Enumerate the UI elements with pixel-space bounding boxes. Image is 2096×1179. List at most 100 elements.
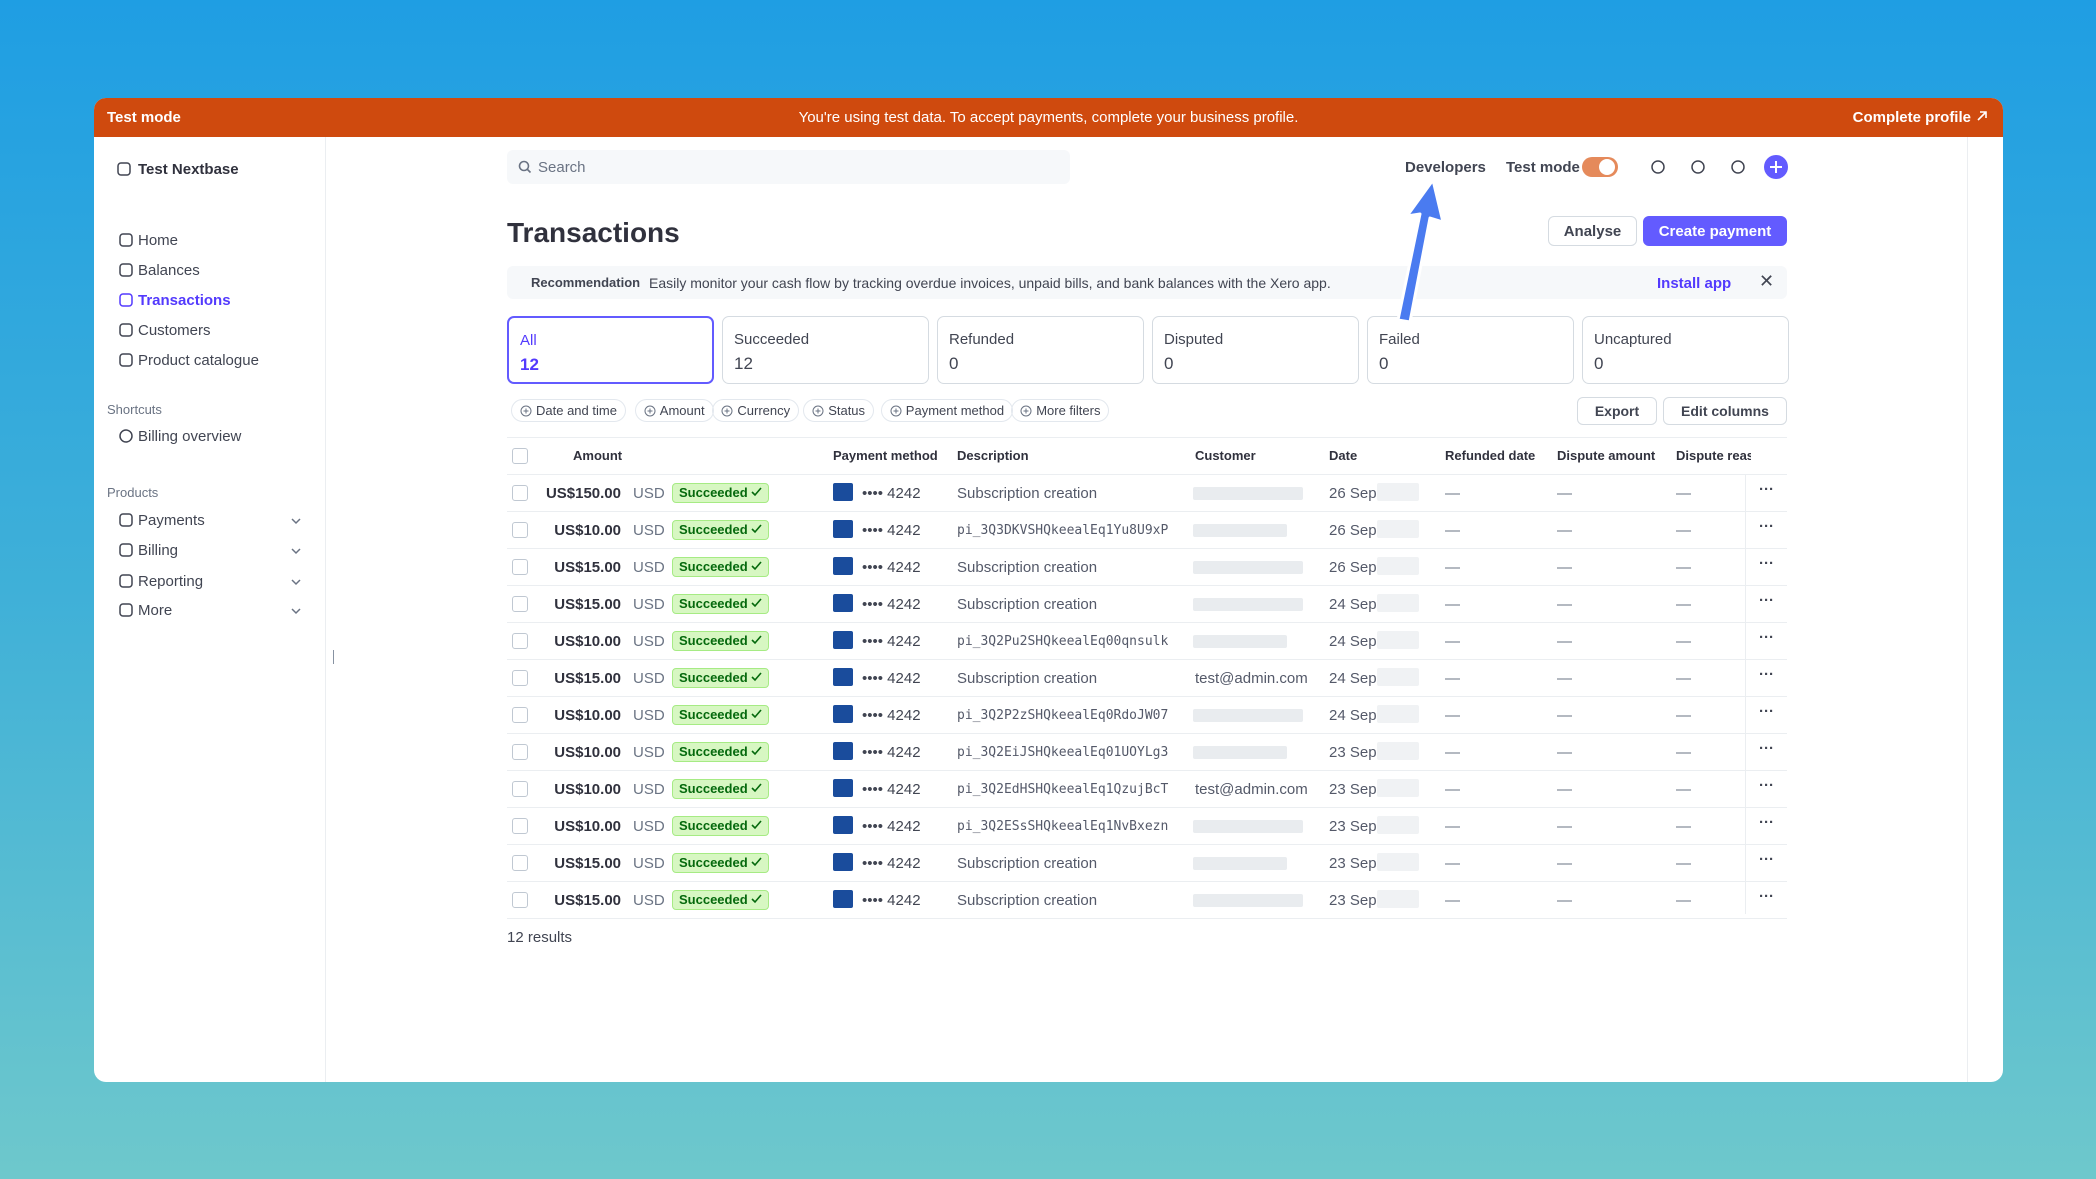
create-payment-button[interactable]: Create payment [1643, 216, 1787, 246]
filter-chip[interactable]: Status [803, 399, 875, 422]
product-item[interactable]: Reporting [138, 573, 204, 590]
plus-circle [721, 405, 733, 416]
status-tab[interactable]: Disputed 0 [1152, 316, 1359, 384]
row-menu[interactable]: ··· [1759, 740, 1774, 757]
row-menu[interactable]: ··· [1759, 851, 1774, 868]
analyse-button[interactable]: Analyse [1548, 216, 1637, 246]
product-item[interactable]: More [138, 602, 173, 619]
checkbox[interactable] [512, 633, 528, 649]
checkbox[interactable] [512, 522, 528, 538]
column-header[interactable]: Dispute amount [1557, 448, 1656, 463]
column-header[interactable]: Date [1329, 448, 1358, 463]
customer-redacted [1193, 524, 1287, 537]
close-icon[interactable]: ✕ [1759, 271, 1775, 291]
filter-chip[interactable]: Date and time [511, 399, 626, 422]
refunded-date: — [1445, 670, 1460, 687]
status-badge: Succeeded [672, 890, 770, 910]
product-item[interactable]: Payments [138, 512, 205, 529]
edit-columns-button[interactable]: Edit columns [1663, 397, 1787, 425]
checkbox[interactable] [512, 818, 528, 834]
nav-item[interactable]: Customers [138, 322, 211, 339]
nav-item[interactable]: Home [138, 232, 179, 249]
search-placeholder: Search [538, 159, 586, 176]
row-menu[interactable]: ··· [1759, 777, 1774, 794]
column-header[interactable]: Refunded date [1445, 448, 1536, 463]
checkbox[interactable] [512, 892, 528, 908]
account-name[interactable]: Test Nextbase [138, 161, 239, 178]
customer-redacted [1193, 635, 1287, 648]
install-app-link[interactable]: Install app [1657, 275, 1732, 292]
nav-item[interactable]: Transactions [138, 292, 231, 309]
complete-profile[interactable]: Complete profile [1852, 109, 1971, 126]
export-button[interactable]: Export [1577, 397, 1657, 425]
nav-item[interactable]: Balances [138, 262, 200, 279]
check-icon [751, 524, 762, 534]
filter-chip[interactable]: Currency [712, 399, 800, 422]
amount: US$10.00 [554, 744, 621, 761]
row-menu[interactable]: ··· [1759, 703, 1774, 720]
row-menu[interactable]: ··· [1759, 592, 1774, 609]
card-number: •••• 4242 [862, 781, 921, 798]
currency: USD [633, 670, 665, 687]
column-header[interactable]: Dispute reas [1676, 448, 1751, 463]
status-tab[interactable]: Uncaptured 0 [1582, 316, 1789, 384]
column-header[interactable]: Description [957, 448, 1029, 463]
checkbox[interactable] [512, 670, 528, 686]
icon [119, 233, 133, 247]
dispute-amount: — [1557, 892, 1572, 909]
checkbox[interactable] [512, 855, 528, 871]
dispute-amount: — [1557, 781, 1572, 798]
row-menu[interactable]: ··· [1759, 888, 1774, 905]
status-tab[interactable]: Succeeded 12 [722, 316, 929, 384]
row-border [507, 844, 1787, 845]
amount: US$10.00 [554, 707, 621, 724]
status-tab[interactable]: Failed 0 [1367, 316, 1574, 384]
shortcut-item[interactable]: Billing overview [138, 428, 242, 445]
developers-link[interactable]: Developers [1405, 159, 1486, 176]
row-menu[interactable]: ··· [1759, 555, 1774, 572]
column-header[interactable]: Payment method [833, 448, 938, 463]
add-button[interactable] [1764, 155, 1788, 179]
test-mode-toggle[interactable] [1582, 157, 1618, 177]
row-border [507, 511, 1787, 512]
checkbox[interactable] [512, 596, 528, 612]
icon [119, 263, 133, 277]
checkbox[interactable] [512, 559, 528, 575]
row-menu[interactable]: ··· [1759, 481, 1774, 498]
filter-chip[interactable]: More filters [1011, 399, 1110, 422]
visa-logo [833, 557, 853, 575]
checkbox[interactable] [512, 448, 528, 464]
status-tab[interactable]: All 12 [507, 316, 714, 384]
status-text: Succeeded [679, 485, 748, 500]
amount: US$10.00 [554, 781, 621, 798]
icon [291, 548, 301, 555]
nav-item[interactable]: Product catalogue [138, 352, 259, 369]
date-redacted [1377, 853, 1419, 871]
visa-logo [833, 890, 853, 908]
column-header[interactable]: Customer [1195, 448, 1256, 463]
product-item[interactable]: Billing [138, 542, 179, 559]
tab-count: 0 [949, 354, 959, 373]
dispute-reason: — [1676, 559, 1691, 576]
date: 26 Sep, [1329, 522, 1381, 539]
row-menu[interactable]: ··· [1759, 666, 1774, 683]
customer-redacted [1193, 598, 1303, 611]
dispute-reason: — [1676, 707, 1691, 724]
currency: USD [633, 596, 665, 613]
filter-chip[interactable]: Amount [634, 399, 714, 422]
row-menu[interactable]: ··· [1759, 629, 1774, 646]
row-menu[interactable]: ··· [1759, 814, 1774, 831]
checkbox[interactable] [512, 707, 528, 723]
search-bar[interactable]: Search [507, 150, 1070, 184]
table-bottom-border [507, 918, 1787, 919]
currency: USD [633, 633, 665, 650]
section-title: Shortcuts [107, 402, 162, 417]
checkbox[interactable] [512, 744, 528, 760]
row-menu[interactable]: ··· [1759, 518, 1774, 535]
checkbox[interactable] [512, 485, 528, 501]
column-header[interactable]: Amount [573, 448, 623, 463]
status-tab[interactable]: Refunded 0 [937, 316, 1144, 384]
visa-logo [833, 816, 853, 834]
refunded-date: — [1445, 633, 1460, 650]
checkbox[interactable] [512, 781, 528, 797]
